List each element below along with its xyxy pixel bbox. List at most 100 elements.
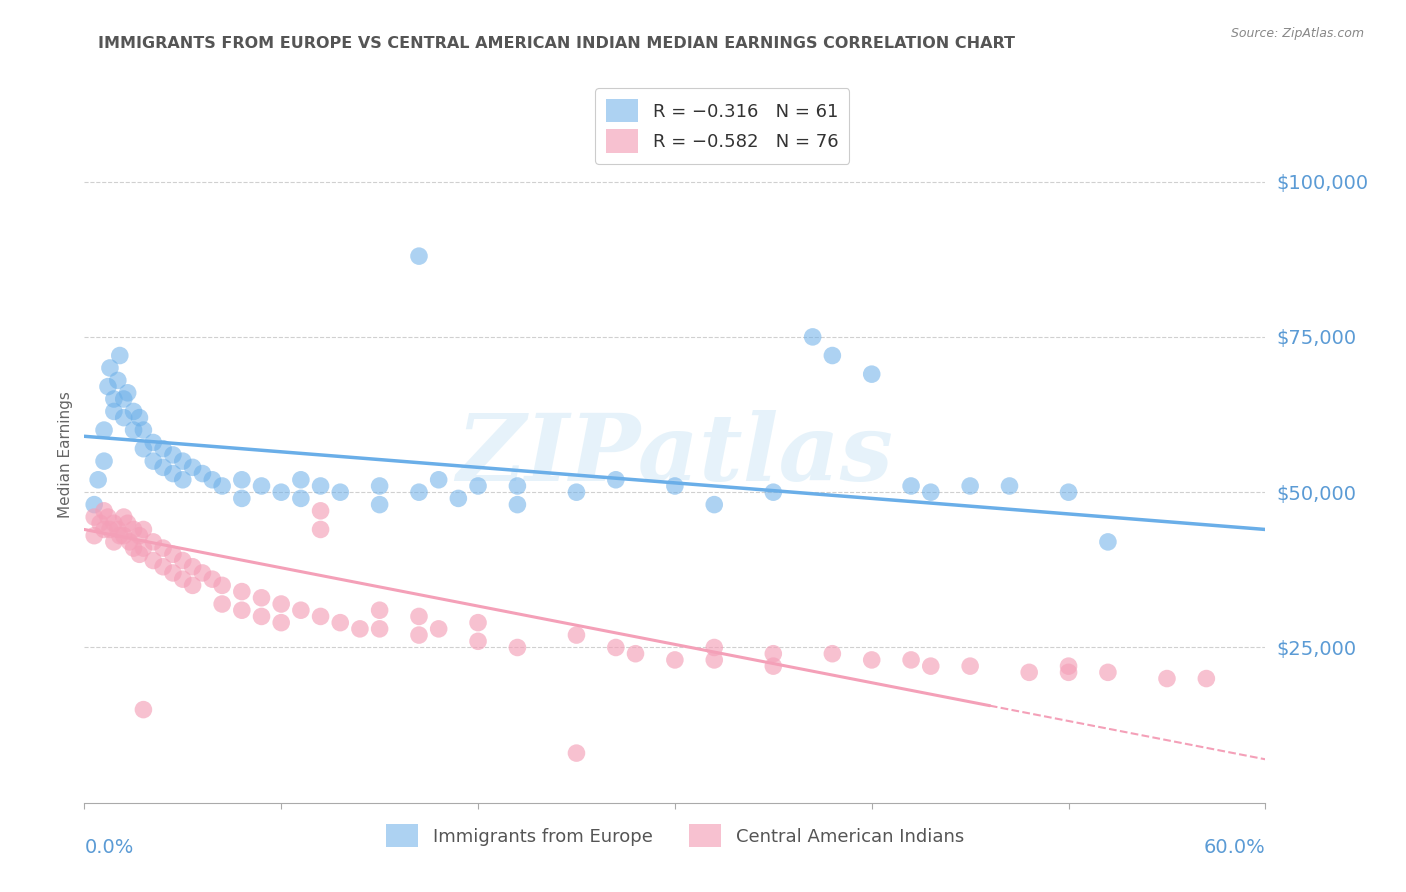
Point	[565, 628, 588, 642]
Point	[270, 615, 292, 630]
Point	[920, 485, 942, 500]
Point	[762, 485, 785, 500]
Point	[1097, 534, 1119, 549]
Point	[368, 622, 391, 636]
Point	[408, 249, 430, 263]
Point	[860, 653, 883, 667]
Point	[1156, 672, 1178, 686]
Point	[309, 523, 332, 537]
Point	[231, 491, 253, 506]
Point	[142, 553, 165, 567]
Point	[1057, 485, 1080, 500]
Point	[900, 653, 922, 667]
Point	[231, 584, 253, 599]
Point	[250, 609, 273, 624]
Point	[93, 504, 115, 518]
Point	[270, 597, 292, 611]
Point	[427, 473, 450, 487]
Point	[162, 547, 184, 561]
Point	[112, 410, 135, 425]
Text: ZIPatlas: ZIPatlas	[457, 410, 893, 500]
Point	[181, 460, 204, 475]
Point	[703, 498, 725, 512]
Point	[172, 473, 194, 487]
Point	[801, 330, 824, 344]
Point	[1097, 665, 1119, 680]
Point	[98, 360, 121, 375]
Point	[959, 479, 981, 493]
Point	[250, 591, 273, 605]
Point	[290, 473, 312, 487]
Point	[408, 609, 430, 624]
Point	[959, 659, 981, 673]
Point	[1195, 672, 1218, 686]
Point	[152, 559, 174, 574]
Point	[112, 392, 135, 406]
Text: 0.0%: 0.0%	[84, 838, 134, 856]
Point	[142, 435, 165, 450]
Point	[162, 566, 184, 580]
Point	[368, 603, 391, 617]
Point	[821, 349, 844, 363]
Point	[408, 485, 430, 500]
Point	[97, 379, 120, 393]
Point	[309, 479, 332, 493]
Point	[309, 504, 332, 518]
Point	[250, 479, 273, 493]
Point	[467, 479, 489, 493]
Point	[181, 578, 204, 592]
Point	[1057, 665, 1080, 680]
Point	[703, 640, 725, 655]
Point	[103, 516, 125, 531]
Point	[329, 615, 352, 630]
Point	[920, 659, 942, 673]
Point	[270, 485, 292, 500]
Point	[427, 622, 450, 636]
Point	[83, 529, 105, 543]
Point	[201, 572, 224, 586]
Point	[128, 547, 150, 561]
Point	[93, 523, 115, 537]
Point	[108, 349, 131, 363]
Point	[93, 423, 115, 437]
Point	[152, 442, 174, 456]
Point	[98, 523, 121, 537]
Point	[132, 541, 155, 555]
Point	[172, 553, 194, 567]
Point	[664, 653, 686, 667]
Point	[506, 479, 529, 493]
Legend: Immigrants from Europe, Central American Indians: Immigrants from Europe, Central American…	[377, 815, 973, 856]
Point	[122, 523, 145, 537]
Text: IMMIGRANTS FROM EUROPE VS CENTRAL AMERICAN INDIAN MEDIAN EARNINGS CORRELATION CH: IMMIGRANTS FROM EUROPE VS CENTRAL AMERIC…	[98, 36, 1015, 51]
Point	[605, 473, 627, 487]
Point	[172, 454, 194, 468]
Point	[118, 534, 141, 549]
Point	[122, 404, 145, 418]
Point	[1018, 665, 1040, 680]
Point	[211, 597, 233, 611]
Point	[172, 572, 194, 586]
Point	[191, 467, 214, 481]
Point	[467, 615, 489, 630]
Point	[112, 510, 135, 524]
Point	[103, 404, 125, 418]
Point	[201, 473, 224, 487]
Point	[211, 479, 233, 493]
Point	[132, 442, 155, 456]
Text: Source: ZipAtlas.com: Source: ZipAtlas.com	[1230, 27, 1364, 40]
Point	[624, 647, 647, 661]
Point	[162, 467, 184, 481]
Point	[1057, 659, 1080, 673]
Point	[506, 498, 529, 512]
Point	[181, 559, 204, 574]
Point	[112, 529, 135, 543]
Point	[329, 485, 352, 500]
Point	[132, 703, 155, 717]
Point	[309, 609, 332, 624]
Point	[117, 385, 139, 400]
Point	[108, 529, 131, 543]
Point	[762, 659, 785, 673]
Point	[132, 523, 155, 537]
Point	[128, 529, 150, 543]
Point	[83, 510, 105, 524]
